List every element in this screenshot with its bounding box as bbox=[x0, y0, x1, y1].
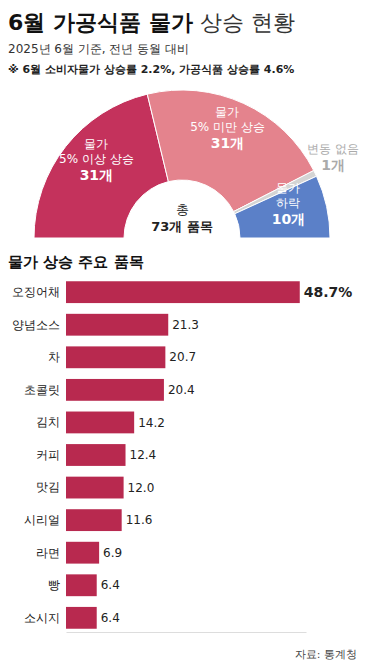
y-tick: 양념소스 bbox=[12, 318, 60, 332]
bar-value-label: 11.6 bbox=[126, 513, 153, 527]
slice-category: 물가5% 이상 상승 bbox=[59, 137, 134, 166]
y-tick-label: 차 bbox=[48, 350, 60, 364]
chart-root: 6월 가공식품 물가 상승 현황 2025년 6월 기준, 전년 동월 대비 ※ 6… bbox=[0, 0, 365, 669]
y-tick: 빵 bbox=[48, 578, 60, 592]
bar-value-label: 6.4 bbox=[101, 611, 120, 625]
slice-value: 31개 bbox=[211, 135, 244, 151]
y-axis: 오징어채양념소스차초콜릿김치커피맛김시리얼라면빵소시지 bbox=[12, 285, 60, 625]
bar-value-label: 6.9 bbox=[103, 546, 122, 560]
y-tick-label: 커피 bbox=[36, 448, 60, 462]
x-axis-line bbox=[67, 632, 307, 633]
y-tick: 소시지 bbox=[24, 611, 60, 625]
pie-slice bbox=[147, 90, 313, 212]
y-tick: 커피 bbox=[36, 448, 60, 462]
bar-value-label: 48.7% bbox=[304, 284, 353, 300]
bar bbox=[66, 574, 97, 596]
bar-labels: 48.7% 21.3 20.7 20.4 14.2 12.4 12.0 11.6 6.9 6.4 6… bbox=[101, 284, 353, 625]
y-tick-label: 양념소스 bbox=[12, 318, 60, 332]
y-tick-label: 맛김 bbox=[36, 480, 60, 494]
pie-slice bbox=[235, 176, 330, 238]
note: ※ 6월 소비자물가 상승률 2.2%, 가공식품 상승률 4.6% bbox=[8, 63, 294, 76]
bar bbox=[66, 542, 99, 564]
y-tick: 라면 bbox=[36, 546, 60, 560]
slice-value: 10개 bbox=[272, 211, 305, 227]
bar-value-label: 12.0 bbox=[128, 481, 155, 495]
bar bbox=[66, 477, 124, 499]
y-tick-label: 시리얼 bbox=[24, 513, 60, 527]
bar-value-label: 14.2 bbox=[138, 416, 165, 430]
y-tick: 김치 bbox=[36, 415, 60, 429]
y-tick: 오징어채 bbox=[12, 285, 60, 299]
slice-category: 물가5% 미만 상승 bbox=[190, 105, 265, 134]
y-tick: 초콜릿 bbox=[24, 383, 60, 397]
bar-value-label: 20.4 bbox=[168, 383, 195, 397]
bar bbox=[66, 346, 165, 368]
y-tick-label: 오징어채 bbox=[12, 285, 60, 299]
y-tick: 맛김 bbox=[36, 480, 60, 494]
bar bbox=[66, 444, 126, 466]
y-tick-label: 라면 bbox=[36, 546, 60, 560]
y-tick-label: 초콜릿 bbox=[24, 383, 60, 397]
y-tick: 시리얼 bbox=[24, 513, 60, 527]
bar bbox=[66, 607, 97, 629]
y-tick-label: 소시지 bbox=[24, 611, 60, 625]
pie bbox=[34, 90, 330, 238]
bar-value-label: 6.4 bbox=[101, 578, 120, 592]
slice-value: 31개 bbox=[80, 167, 113, 183]
bar bbox=[66, 379, 164, 401]
bar-value-label: 12.4 bbox=[130, 448, 157, 462]
bars bbox=[66, 281, 300, 628]
source: 자료: 통계청 bbox=[295, 648, 357, 661]
bar-title: 물가 상승 주요 품목 bbox=[8, 253, 144, 271]
subtitle: 2025년 6월 기준, 전년 동월 대비 bbox=[8, 42, 189, 56]
bar-value-label: 21.3 bbox=[172, 318, 199, 332]
pie-labels: 물가5% 이상 상승31개물가5% 미만 상승31개변동 없음1개물가하락10개… bbox=[59, 105, 359, 234]
bar bbox=[66, 412, 134, 434]
slice-category: 물가하락 bbox=[276, 181, 300, 210]
pie-slice bbox=[34, 94, 168, 238]
center-annotation: 총73개 품목 bbox=[151, 202, 213, 234]
bar bbox=[66, 314, 168, 336]
x-axis bbox=[67, 632, 307, 633]
slice-category: 변동 없음 bbox=[307, 142, 359, 156]
bar bbox=[66, 281, 300, 303]
slice-value: 1개 bbox=[321, 157, 345, 173]
y-tick-label: 김치 bbox=[36, 415, 60, 429]
y-tick-label: 빵 bbox=[48, 578, 60, 592]
title: 6월 가공식품 물가 상승 현황 bbox=[8, 10, 295, 35]
bar-value-label: 20.7 bbox=[169, 350, 196, 364]
bar bbox=[66, 509, 122, 531]
y-tick: 차 bbox=[48, 350, 60, 364]
